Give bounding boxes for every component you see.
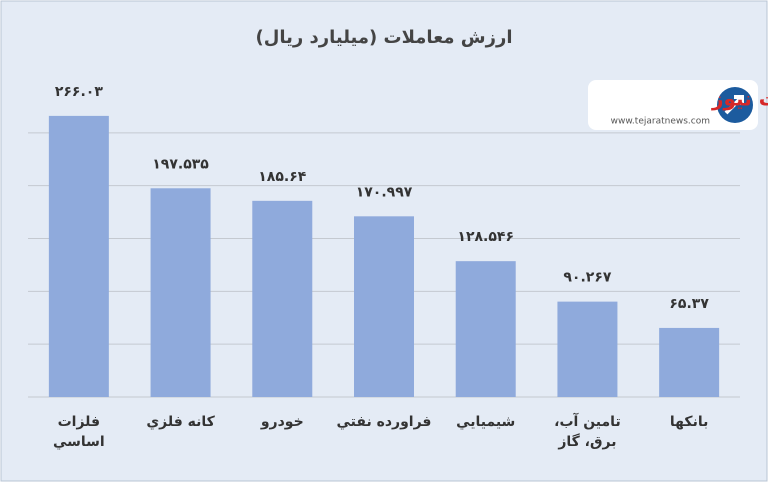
x-tick-label: شيميايي <box>456 414 516 430</box>
logo-box <box>588 80 758 130</box>
logo-name: تجارت نیوز <box>711 87 768 111</box>
x-tick-label: خودرو <box>260 414 304 430</box>
x-tick-label: بانكها <box>669 414 709 430</box>
x-tick-label: کانه فلزي <box>146 414 215 430</box>
logo-url: www.tejaratnews.com <box>611 117 710 127</box>
value-label: ۶۵.۳۷ <box>669 296 709 312</box>
value-label: ۱۹۷.۵۳۵ <box>152 156 209 172</box>
value-label: ۱۷۰.۹۹۷ <box>356 184 413 200</box>
bar <box>150 188 211 397</box>
value-label: ۲۶۶.۰۳ <box>55 84 103 100</box>
chart-title: ارزش معاملات (میلیارد ریال) <box>256 27 513 48</box>
value-label: ۱۸۵.۶۴ <box>258 169 306 185</box>
logo-arrow <box>724 95 744 115</box>
bar <box>354 216 414 397</box>
x-tick-label: فراورده نفتي <box>336 414 432 430</box>
value-label: ۱۲۸.۵۴۶ <box>457 229 514 245</box>
bar <box>659 327 720 397</box>
value-label: ۹۰.۲۶۷ <box>563 270 611 286</box>
bar <box>48 115 109 398</box>
x-tick-label: تامين آب، برق، گاز <box>554 414 621 450</box>
logo: تجارت نیوز www.tejaratnews.com <box>588 80 768 130</box>
bar <box>455 261 516 397</box>
bar <box>557 301 618 397</box>
x-tick-label: فلزات اساسي <box>52 414 105 450</box>
bar <box>252 200 313 397</box>
